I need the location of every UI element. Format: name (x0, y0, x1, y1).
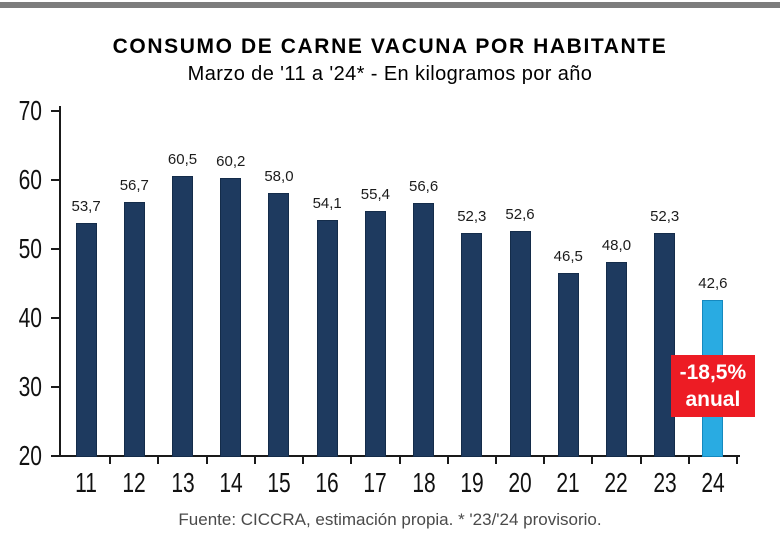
y-axis-line (59, 106, 61, 457)
x-axis-tick (109, 455, 112, 464)
bar-value-label: 58,0 (264, 168, 294, 186)
y-axis-tick (51, 247, 59, 250)
x-axis-label-13: 13 (170, 467, 195, 498)
y-axis-tick-label: 30 (18, 370, 42, 402)
x-axis-label-21: 21 (556, 467, 580, 498)
y-axis-tick (51, 454, 59, 457)
x-axis-tick (398, 455, 401, 464)
bar-value-label: 52,3 (457, 207, 487, 225)
x-axis-tick (639, 455, 642, 464)
x-axis-label-24: 24 (701, 467, 725, 498)
y-axis-tick-label: 20 (18, 439, 42, 471)
chart-title: CONSUMO DE CARNE VACUNA POR HABITANTE (112, 35, 668, 58)
y-axis-tick (51, 178, 59, 181)
bar-value-label: 54,1 (312, 195, 342, 213)
x-axis-label-19: 19 (460, 467, 484, 498)
annual-change-callout: -18,5% anual (670, 355, 755, 417)
bar-20 (509, 230, 531, 457)
x-axis-tick (687, 455, 690, 464)
x-axis-label-23: 23 (652, 467, 677, 498)
top-divider (0, 2, 780, 8)
bar-value-label: 53,7 (71, 197, 101, 215)
x-axis-tick (157, 455, 160, 464)
bar-value-label: 60,2 (216, 153, 246, 171)
x-axis-tick (205, 455, 208, 464)
x-axis-tick (543, 455, 546, 464)
annual-change-value: -18,5% (679, 361, 747, 384)
x-axis-label-12: 12 (122, 467, 146, 498)
bar-value-label: 56,7 (119, 177, 149, 195)
y-axis-tick (51, 109, 59, 112)
x-axis-label-14: 14 (219, 467, 243, 498)
bar-21 (557, 272, 579, 457)
y-axis-tick-label: 60 (18, 163, 42, 195)
bar-value-label: 56,6 (408, 177, 439, 195)
y-axis-tick-label: 70 (18, 94, 42, 126)
bar-value-label: 52,6 (505, 205, 535, 223)
bar-23 (654, 232, 676, 457)
bar-value-label: 42,6 (698, 274, 728, 292)
bar-12 (123, 202, 145, 457)
bar-value-label: 60,5 (167, 151, 198, 169)
bar-15 (268, 193, 290, 457)
x-axis-tick (302, 455, 305, 464)
x-axis-tick (350, 455, 353, 464)
x-axis-label-17: 17 (363, 467, 388, 498)
bar-value-label: 48,0 (601, 237, 632, 255)
bar-22 (605, 262, 627, 457)
y-axis-tick (51, 385, 59, 388)
bar-value-label: 52,3 (650, 207, 680, 225)
x-axis-label-20: 20 (508, 467, 532, 498)
x-axis-label-18: 18 (411, 467, 436, 498)
x-axis-label-11: 11 (75, 467, 97, 498)
x-axis-label-22: 22 (604, 467, 629, 498)
x-axis-tick (736, 455, 738, 464)
bar-13 (172, 176, 194, 457)
bar-18 (413, 202, 435, 457)
x-axis-tick (494, 455, 497, 464)
x-axis-tick (591, 455, 594, 464)
y-axis-tick-label: 50 (18, 232, 42, 264)
annual-change-unit: anual (685, 388, 741, 411)
x-axis-tick (446, 455, 449, 464)
bar-17 (364, 211, 386, 457)
bar-11 (75, 222, 97, 457)
x-axis-label-16: 16 (315, 467, 339, 498)
bar-19 (461, 232, 483, 457)
source-note: Fuente: CICCRA, estimación propia. * '23… (178, 510, 602, 529)
chart-subtitle: Marzo de '11 a '24* - En kilogramos por … (187, 63, 593, 85)
bar-value-label: 46,5 (553, 247, 583, 265)
x-axis-tick (253, 455, 256, 464)
y-axis-tick-label: 40 (18, 301, 42, 333)
x-axis-label-15: 15 (267, 467, 291, 498)
bar-14 (220, 178, 242, 457)
bar-value-label: 55,4 (360, 186, 390, 204)
bar-16 (316, 220, 338, 457)
y-axis-tick (51, 316, 59, 319)
